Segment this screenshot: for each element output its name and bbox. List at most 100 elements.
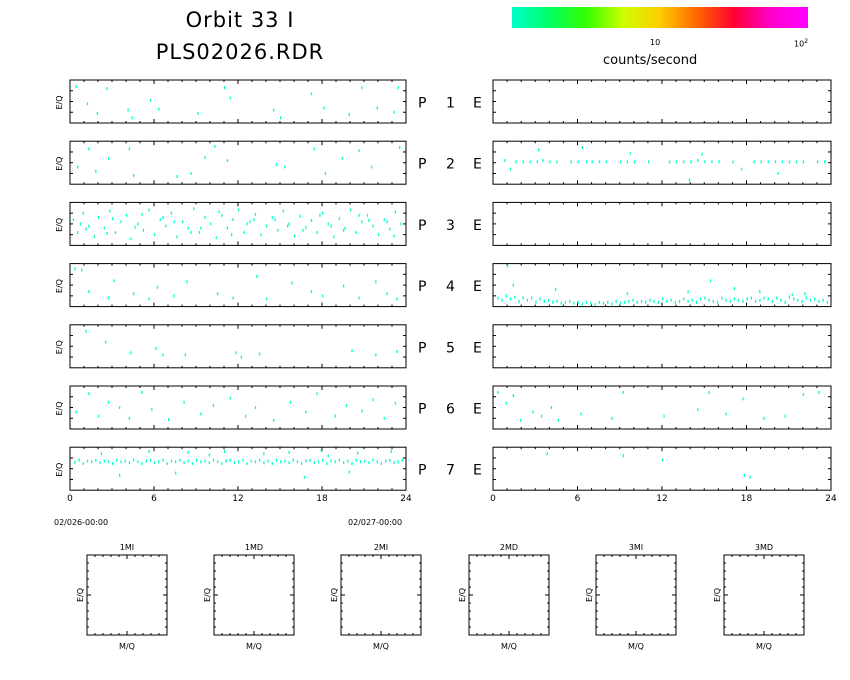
row-label-prefix: P: [418, 463, 426, 479]
data-point: [266, 224, 268, 228]
data-point: [351, 349, 353, 353]
x-tick-label: 6: [575, 494, 581, 504]
data-point: [716, 300, 719, 304]
data-point: [273, 418, 275, 422]
panel-e-2: [492, 140, 832, 185]
data-point: [186, 280, 188, 284]
data-point: [158, 460, 160, 464]
y-axis-label: E/Q: [55, 401, 64, 415]
data-point: [760, 160, 762, 164]
data-point: [343, 284, 345, 288]
data-point: [214, 144, 216, 148]
data-point: [284, 165, 286, 169]
y-axis-label: E/Q: [55, 157, 64, 171]
data-point: [557, 418, 560, 422]
data-point: [515, 160, 517, 164]
data-point: [288, 222, 290, 226]
data-point: [305, 459, 307, 463]
data-point: [333, 235, 335, 239]
data-point: [357, 451, 359, 455]
y-axis-label: E/Q: [55, 218, 64, 232]
data-point: [254, 406, 257, 409]
data-point: [674, 300, 676, 304]
data-point: [166, 462, 168, 465]
data-point: [165, 224, 167, 228]
panel-p-2: [69, 140, 407, 185]
data-point: [190, 231, 192, 234]
data-point: [310, 92, 313, 96]
data-point: [127, 108, 129, 112]
data-point: [204, 459, 206, 463]
data-point: [271, 216, 273, 219]
data-point: [776, 296, 778, 300]
data-point: [814, 297, 816, 301]
data-point: [512, 283, 514, 287]
row-label-suffix: E: [473, 96, 482, 112]
data-point: [224, 450, 226, 453]
data-point: [319, 213, 321, 217]
data-point: [250, 459, 252, 463]
data-point: [200, 460, 202, 464]
data-point: [797, 298, 799, 302]
mass-panel-xlabel: M/Q: [246, 642, 262, 651]
mass-panel-3md: 3MD M/Q E/Q: [713, 543, 805, 651]
mass-panel-ylabel: E/Q: [76, 588, 85, 602]
data-point: [156, 285, 159, 289]
data-point: [607, 300, 609, 304]
x-tick-label: 18: [741, 494, 753, 504]
data-point: [784, 414, 786, 418]
data-point: [539, 297, 541, 301]
data-point: [229, 396, 231, 400]
data-point: [254, 460, 257, 464]
data-point: [763, 416, 765, 420]
data-point: [137, 460, 139, 464]
mass-panels-area: 1MI M/Q E/Q 1MD M/Q E/Q 2MI M/Q E/Q 2MD M/Q E/Q 3MI M…: [76, 543, 805, 651]
data-point: [292, 458, 294, 462]
plot-title-line1: Orbit 33 I: [185, 8, 295, 32]
x-tick-label: 12: [656, 494, 667, 504]
data-point: [590, 301, 592, 305]
data-point: [711, 160, 713, 164]
data-point: [742, 299, 744, 303]
panel-e-7: [492, 446, 832, 491]
mass-panel-frame: [723, 554, 805, 636]
data-point: [383, 218, 385, 222]
data-point: [95, 458, 97, 462]
data-point: [72, 218, 75, 222]
panel-e-5: [492, 324, 832, 369]
data-point: [280, 460, 282, 464]
data-point: [235, 351, 237, 355]
data-point: [636, 300, 638, 304]
data-point: [375, 353, 377, 357]
data-point: [229, 458, 231, 462]
data-point: [364, 459, 366, 463]
data-point: [305, 225, 307, 229]
data-point: [149, 458, 152, 462]
data-point: [208, 453, 210, 457]
data-point: [168, 418, 170, 421]
data-point: [323, 106, 325, 110]
row-label-number: 1: [446, 96, 455, 112]
data-point: [361, 409, 363, 413]
data-point: [549, 160, 551, 164]
data-point: [175, 471, 177, 475]
data-point: [657, 300, 660, 304]
data-point: [505, 294, 507, 298]
data-point: [400, 222, 402, 226]
data-point: [344, 226, 346, 230]
row-label-prefix: P: [418, 402, 426, 418]
data-point: [788, 160, 791, 164]
data-point: [330, 224, 332, 228]
data-point: [184, 353, 187, 357]
data-point: [611, 302, 613, 306]
row-label-suffix: E: [473, 340, 482, 356]
data-point: [522, 296, 524, 300]
data-point: [226, 226, 229, 230]
data-point: [77, 165, 79, 169]
data-point: [771, 299, 774, 303]
data-point: [791, 293, 793, 297]
data-point: [320, 449, 322, 453]
data-point: [598, 160, 600, 164]
row-label-number: 7: [446, 463, 455, 479]
data-point: [504, 159, 506, 162]
